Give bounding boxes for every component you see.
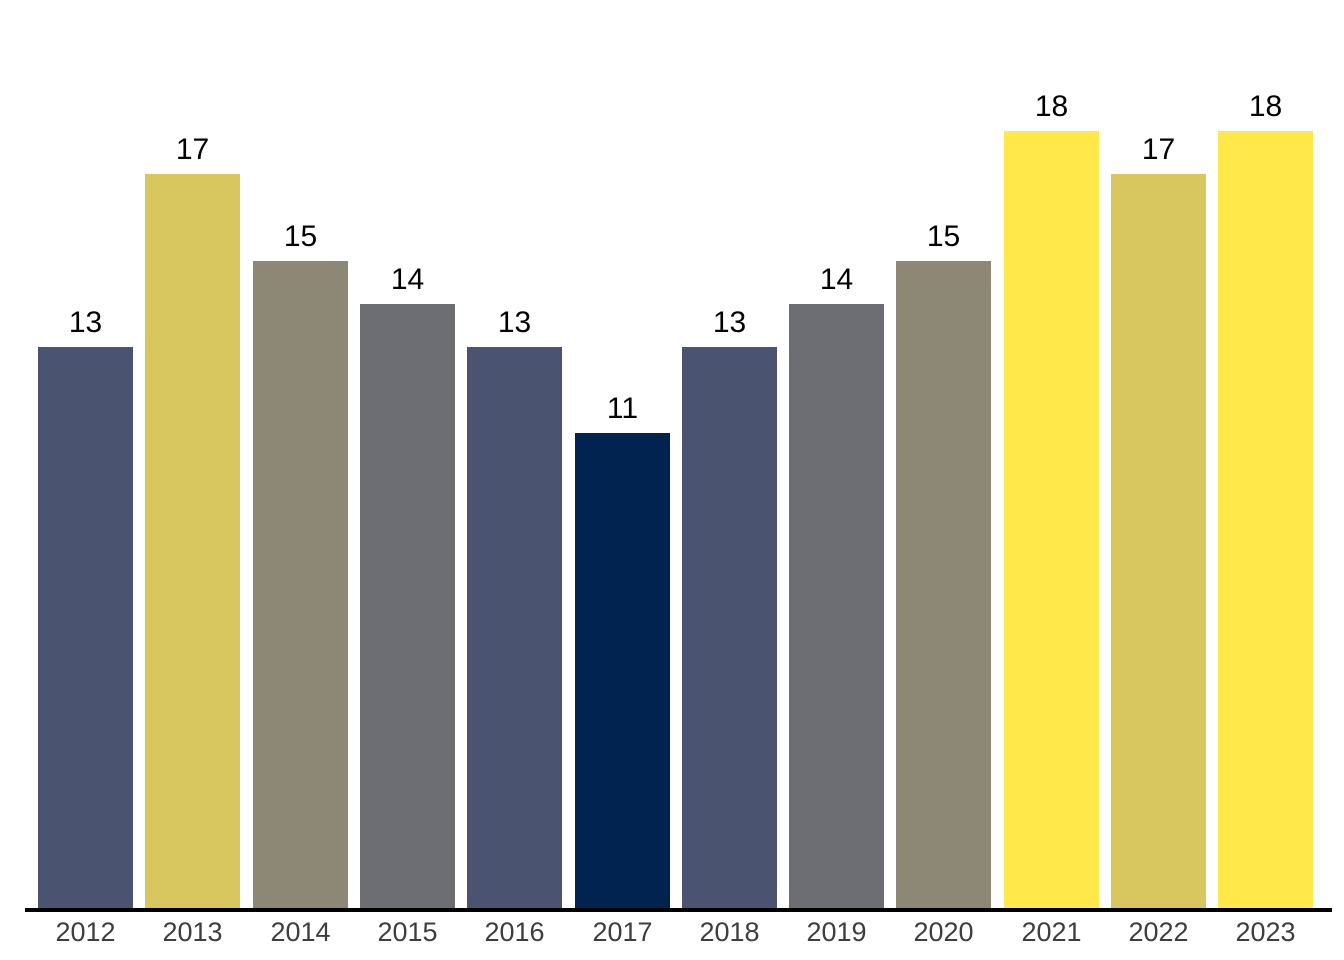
x-tick-label-2023: 2023: [1235, 917, 1296, 947]
bar-2014: [253, 261, 348, 908]
value-label-2021: 18: [1034, 90, 1069, 123]
value-label-2014: 15: [283, 220, 318, 253]
bar-2022: [1111, 174, 1206, 908]
x-tick-label-2018: 2018: [699, 917, 760, 947]
bar-2015: [360, 304, 455, 908]
value-label-2018: 13: [712, 306, 747, 339]
x-tick-label-2016: 2016: [484, 917, 545, 947]
bar-2018: [682, 347, 777, 908]
x-tick-label-2017: 2017: [592, 917, 653, 947]
value-label-2020: 15: [926, 220, 961, 253]
value-label-2016: 13: [497, 306, 532, 339]
value-label-2019: 14: [819, 263, 854, 296]
bar-2019: [789, 304, 884, 908]
bar-2016: [467, 347, 562, 908]
bar-2012: [38, 347, 133, 908]
bar-2021: [1004, 131, 1099, 908]
x-tick-label-2019: 2019: [806, 917, 867, 947]
value-label-2015: 14: [390, 263, 425, 296]
x-tick-label-2014: 2014: [270, 917, 331, 947]
value-label-2013: 17: [175, 133, 210, 166]
bar-2013: [145, 174, 240, 908]
x-tick-label-2013: 2013: [162, 917, 223, 947]
x-tick-label-2015: 2015: [377, 917, 438, 947]
value-label-2023: 18: [1248, 90, 1283, 123]
bar-2023: [1218, 131, 1313, 908]
x-axis-line: [25, 908, 1332, 912]
bar-2017: [575, 433, 670, 908]
x-tick-label-2020: 2020: [913, 917, 974, 947]
bar-2020: [896, 261, 991, 908]
value-label-2017: 11: [606, 392, 639, 425]
x-tick-label-2022: 2022: [1128, 917, 1189, 947]
value-label-2012: 13: [68, 306, 103, 339]
x-tick-label-2021: 2021: [1021, 917, 1082, 947]
x-tick-label-2012: 2012: [55, 917, 116, 947]
value-label-2022: 17: [1141, 133, 1176, 166]
